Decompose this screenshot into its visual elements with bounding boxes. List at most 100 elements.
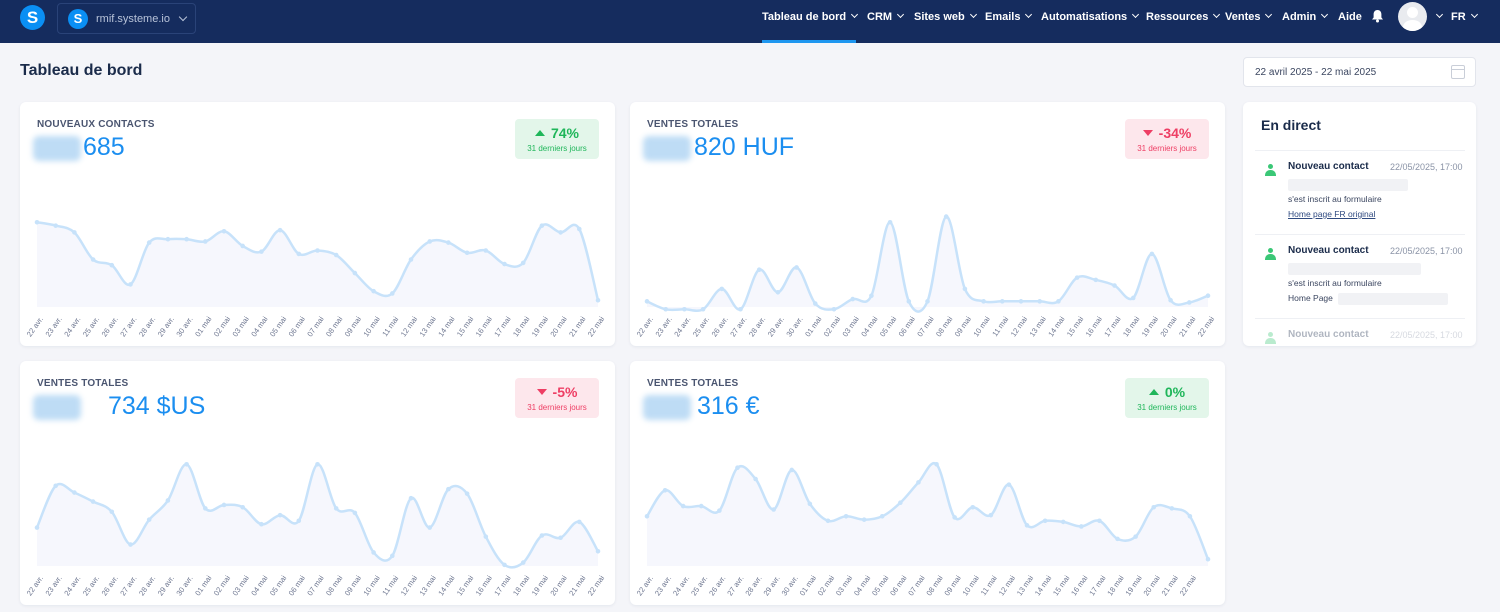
chart-point[interactable]	[146, 517, 152, 522]
chart-point[interactable]	[427, 525, 433, 530]
chart-point[interactable]	[595, 297, 601, 303]
chart-point[interactable]	[794, 265, 799, 270]
chart-point[interactable]	[203, 239, 208, 244]
chart-point[interactable]	[408, 257, 414, 262]
chart-point[interactable]	[906, 299, 912, 304]
chart-point[interactable]	[502, 562, 507, 568]
chart-point[interactable]	[539, 533, 545, 538]
chart-point[interactable]	[371, 550, 376, 555]
chart-point[interactable]	[352, 510, 358, 516]
chart-point[interactable]	[427, 239, 433, 244]
nav-item-automatisations[interactable]: Automatisations	[1041, 0, 1140, 33]
chart-point[interactable]	[843, 513, 849, 519]
nav-item-admin[interactable]: Admin	[1282, 0, 1329, 33]
chart-point[interactable]	[34, 525, 40, 530]
chart-point[interactable]	[184, 236, 189, 242]
chart-point[interactable]	[850, 296, 855, 302]
language-switcher[interactable]: FR	[1451, 0, 1478, 33]
chart-point[interactable]	[1024, 523, 1030, 528]
chart-point[interactable]	[240, 504, 245, 510]
chart-point[interactable]	[315, 462, 320, 467]
chart-point[interactable]	[1056, 299, 1061, 304]
chart-point[interactable]	[90, 499, 96, 504]
chart-point[interactable]	[698, 503, 704, 509]
chart-point[interactable]	[259, 521, 264, 527]
chart-point[interactable]	[1151, 504, 1157, 510]
feed-item-link[interactable]: Home page FR original	[1288, 209, 1376, 219]
nav-item-tableau-de-bord[interactable]: Tableau de bord	[762, 0, 859, 33]
chart-point[interactable]	[1187, 300, 1192, 305]
chart-point[interactable]	[775, 290, 781, 295]
chart-point[interactable]	[753, 476, 758, 482]
chart-point[interactable]	[184, 462, 189, 467]
chart-point[interactable]	[700, 306, 706, 312]
chart-point[interactable]	[53, 483, 58, 489]
chart-point[interactable]	[221, 228, 227, 234]
chart-point[interactable]	[825, 518, 831, 524]
chart-point[interactable]	[1074, 275, 1080, 280]
chart-point[interactable]	[520, 560, 526, 565]
chart-point[interactable]	[970, 504, 976, 510]
chart-point[interactable]	[259, 249, 264, 254]
chart-point[interactable]	[1060, 519, 1066, 525]
chart-point[interactable]	[1205, 556, 1211, 562]
nav-item-sites-web[interactable]: Sites web	[914, 0, 977, 33]
chart-point[interactable]	[887, 219, 893, 225]
chart-point[interactable]	[943, 214, 949, 219]
feed-item-link[interactable]: Home Page	[1288, 293, 1333, 303]
chart-point[interactable]	[1187, 513, 1193, 519]
chart-point[interactable]	[128, 282, 133, 287]
chart-point[interactable]	[296, 518, 302, 524]
chart-point[interactable]	[662, 487, 668, 493]
chart-point[interactable]	[981, 299, 986, 304]
nav-item-aide[interactable]: Aide	[1338, 0, 1362, 33]
chart-point[interactable]	[90, 257, 96, 262]
chart-point[interactable]	[109, 509, 115, 515]
chart-point[interactable]	[682, 306, 687, 312]
chart-point[interactable]	[165, 498, 171, 503]
chart-point[interactable]	[1169, 506, 1175, 511]
chart-point[interactable]	[408, 495, 414, 501]
chart-point[interactable]	[277, 227, 283, 233]
chart-point[interactable]	[240, 243, 245, 249]
chart-point[interactable]	[680, 503, 686, 509]
chart-point[interactable]	[390, 291, 395, 296]
chart-point[interactable]	[1093, 277, 1099, 283]
chart-point[interactable]	[446, 486, 451, 492]
chart-point[interactable]	[277, 512, 283, 518]
chart-point[interactable]	[962, 286, 968, 292]
chart-point[interactable]	[807, 501, 813, 507]
chart-point[interactable]	[34, 219, 40, 225]
chart-point[interactable]	[165, 236, 171, 242]
chart-point[interactable]	[952, 515, 957, 520]
chart-point[interactable]	[771, 507, 776, 512]
chart-point[interactable]	[371, 288, 376, 294]
chart-point[interactable]	[1037, 299, 1042, 304]
date-range-picker[interactable]: 22 avril 2025 - 22 mai 2025	[1243, 57, 1476, 87]
chart-point[interactable]	[296, 251, 302, 257]
chart-point[interactable]	[72, 230, 77, 235]
nav-item-emails[interactable]: Emails	[985, 0, 1033, 33]
chart-point[interactable]	[1079, 524, 1084, 529]
chart-point[interactable]	[1042, 518, 1048, 524]
chart-point[interactable]	[1097, 518, 1102, 524]
chart-point[interactable]	[925, 299, 930, 304]
chart-point[interactable]	[1168, 297, 1173, 303]
chart-point[interactable]	[390, 553, 395, 559]
chart-point[interactable]	[898, 500, 903, 506]
chart-point[interactable]	[352, 270, 358, 276]
site-switcher[interactable]: S rmif.systeme.io	[57, 3, 196, 34]
chart-point[interactable]	[203, 506, 208, 511]
chart-point[interactable]	[1006, 482, 1012, 487]
chart-point[interactable]	[1000, 299, 1005, 304]
chart-point[interactable]	[446, 240, 451, 245]
chart-point[interactable]	[502, 261, 507, 267]
systeme-logo[interactable]: S	[20, 5, 45, 30]
chart-point[interactable]	[53, 223, 58, 228]
chart-point[interactable]	[813, 301, 818, 306]
chart-point[interactable]	[663, 306, 668, 312]
chart-point[interactable]	[934, 462, 939, 467]
chart-point[interactable]	[735, 465, 740, 470]
chart-point[interactable]	[738, 306, 743, 312]
nav-item-ventes[interactable]: Ventes	[1225, 0, 1273, 33]
